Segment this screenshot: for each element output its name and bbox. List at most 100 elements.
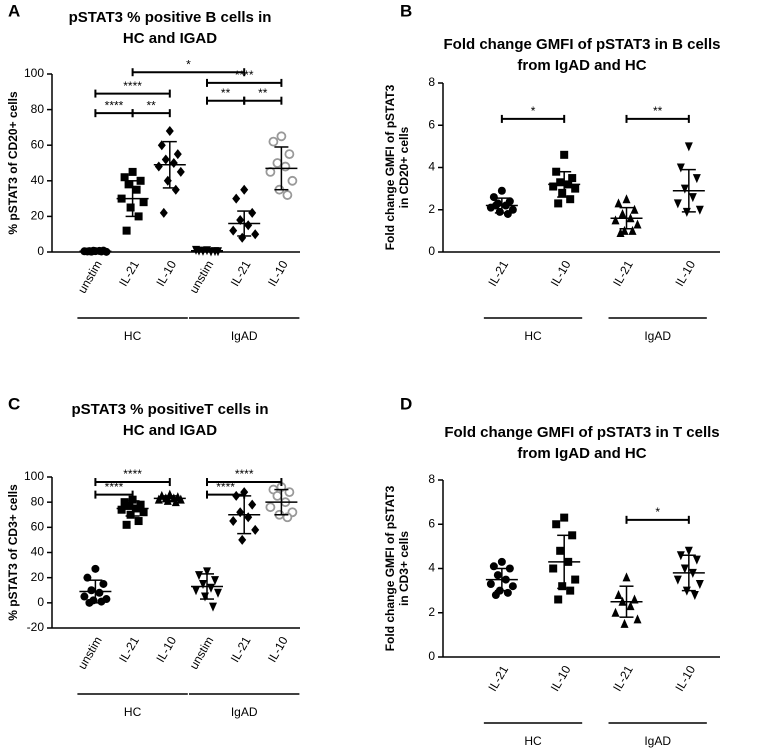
point <box>139 508 148 517</box>
group-label: HC <box>524 329 542 343</box>
point <box>630 204 639 214</box>
y-axis-label: % pSTAT3 of CD3+ cells <box>6 484 20 621</box>
panel-letter: A <box>8 1 20 20</box>
point <box>503 209 512 218</box>
group-label: IgAD <box>231 329 258 343</box>
y-tick-label: 60 <box>31 137 45 151</box>
point <box>173 149 182 160</box>
point <box>695 579 704 589</box>
point <box>493 571 502 580</box>
y-tick-label: 60 <box>31 520 45 534</box>
point <box>268 136 279 147</box>
significance-label: **** <box>123 79 142 93</box>
point <box>163 175 172 186</box>
point <box>489 193 498 202</box>
significance-label: **** <box>105 98 124 112</box>
point <box>97 597 106 606</box>
point <box>497 186 506 195</box>
point <box>120 173 129 182</box>
significance-label: * <box>531 104 536 118</box>
point <box>287 175 298 186</box>
point <box>154 494 163 504</box>
point <box>265 166 276 177</box>
point <box>692 555 701 565</box>
significance-label: ** <box>653 104 663 118</box>
y-tick-label: 100 <box>24 66 44 80</box>
point <box>695 205 704 215</box>
point <box>554 595 563 604</box>
y-tick-label: 8 <box>428 75 435 89</box>
x-tick-label: unstim <box>75 258 105 296</box>
point <box>626 601 635 611</box>
point <box>616 227 625 237</box>
point <box>122 520 131 529</box>
chart-title: Fold change GMFI of pSTAT3 in T cells <box>444 424 719 441</box>
y-tick-label: 4 <box>428 561 435 575</box>
point <box>176 494 185 504</box>
point <box>692 174 701 184</box>
chart-title: HC and IGAD <box>123 30 217 47</box>
point <box>280 161 291 172</box>
chart-title: Fold change GMFI of pSTAT3 in B cells <box>444 36 721 53</box>
y-tick-label: 0 <box>428 649 435 663</box>
point <box>556 178 565 187</box>
y-tick-label: 20 <box>31 570 45 584</box>
x-tick-label: IL-10 <box>672 258 698 289</box>
group-label: HC <box>124 329 142 343</box>
x-tick-label: IL-21 <box>228 634 254 665</box>
point <box>673 199 682 209</box>
point <box>676 551 685 561</box>
point <box>622 194 631 204</box>
y-tick-label: 100 <box>24 469 44 483</box>
y-tick-label: 0 <box>37 244 44 258</box>
point <box>552 520 561 529</box>
point <box>633 219 642 229</box>
point <box>214 247 222 257</box>
point <box>154 161 163 172</box>
y-tick-label: 6 <box>428 117 435 131</box>
point <box>236 214 245 225</box>
point <box>554 199 563 208</box>
panel-letter: D <box>400 394 412 413</box>
x-tick-label: unstim <box>187 258 217 296</box>
group-label: IgAD <box>644 329 671 343</box>
point <box>251 524 260 535</box>
point <box>611 215 620 225</box>
point <box>568 531 577 540</box>
point <box>549 182 558 191</box>
point <box>87 586 96 595</box>
chart-title: pSTAT3 % positiveT cells in <box>72 401 269 418</box>
point <box>124 501 133 510</box>
significance-label: **** <box>216 480 235 494</box>
point <box>126 510 135 519</box>
point <box>176 166 185 177</box>
point <box>614 590 623 600</box>
x-tick-label: IL-10 <box>672 663 698 694</box>
point <box>248 207 257 218</box>
point <box>232 193 241 204</box>
y-tick-label: 20 <box>31 209 45 223</box>
point <box>244 512 253 523</box>
y-tick-label: 8 <box>428 472 435 486</box>
y-tick-label: 80 <box>31 102 45 116</box>
group-label: IgAD <box>644 734 671 748</box>
point <box>556 546 565 555</box>
point <box>673 575 682 585</box>
point <box>80 592 89 601</box>
point <box>128 495 137 504</box>
point <box>95 588 104 597</box>
x-tick-label: IL-10 <box>153 258 179 289</box>
significance-label: * <box>186 57 191 71</box>
point <box>117 505 126 514</box>
point <box>282 190 293 200</box>
point <box>568 174 577 183</box>
y-tick-label: 2 <box>428 605 435 619</box>
point <box>571 184 580 193</box>
point <box>272 158 283 168</box>
panel-letter: C <box>8 394 20 413</box>
y-axis-label: Fold change GMFI of pSTAT3 <box>383 84 397 250</box>
point <box>236 507 245 518</box>
point <box>486 579 495 588</box>
y-axis-label: in CD3+ cells <box>397 531 411 606</box>
chart-title: from IgAD and HC <box>517 445 646 462</box>
